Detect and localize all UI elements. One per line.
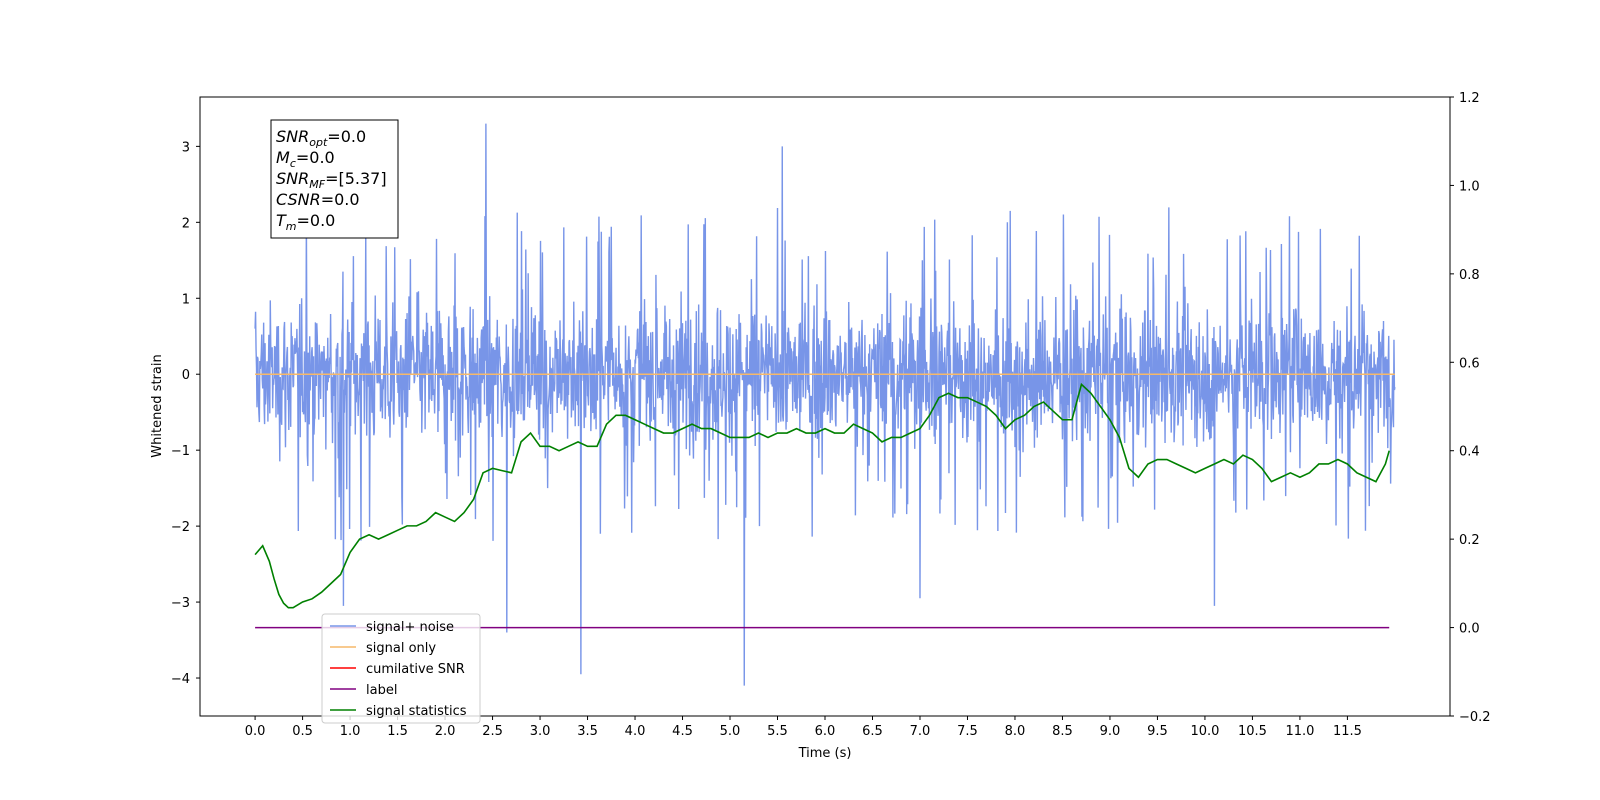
- x-tick-label: 2.0: [435, 724, 456, 739]
- y2-tick-label: 0.0: [1459, 622, 1480, 637]
- y-tick-label: 2: [182, 216, 190, 231]
- y2-tick-label: 0.4: [1459, 445, 1480, 460]
- y2-tick-label: 1.0: [1459, 179, 1480, 194]
- x-tick-label: 8.5: [1052, 724, 1073, 739]
- y-tick-label: −2: [171, 520, 190, 535]
- y-tick-label: −4: [171, 672, 190, 687]
- x-tick-label: 8.0: [1005, 724, 1026, 739]
- legend-label: label: [366, 683, 397, 698]
- y2-tick-label: 0.6: [1459, 356, 1480, 371]
- series-signal-noise-line: [254, 123, 1396, 686]
- x-tick-label: 11.5: [1333, 724, 1362, 739]
- y-axis-right: 1.2 1.0 0.8 0.6 0.4 0.2 0.0 −0.2: [1450, 91, 1491, 725]
- x-tick-label: 7.5: [957, 724, 978, 739]
- legend: signal+ noise signal only cumilative SNR la…: [321, 613, 481, 724]
- x-tick-label: 5.0: [720, 724, 741, 739]
- legend-label: signal only: [366, 641, 436, 656]
- y2-tick-label: 0.2: [1459, 533, 1480, 548]
- x-tick-label: 0.5: [292, 724, 313, 739]
- x-tick-label: 11.0: [1285, 724, 1314, 739]
- info-line: CSNR=0.0: [276, 190, 360, 209]
- info-line: Tm=0.0: [276, 211, 335, 233]
- x-tick-label: 1.0: [340, 724, 361, 739]
- x-tick-label: 9.0: [1100, 724, 1121, 739]
- info-box-frame: [270, 119, 399, 239]
- legend-label: signal statistics: [366, 704, 467, 719]
- x-tick-label: 7.0: [910, 724, 931, 739]
- x-tick-label: 4.5: [672, 724, 693, 739]
- plot-frame: [199, 96, 1451, 717]
- x-axis-label: Time (s): [798, 746, 852, 761]
- x-tick-label: 2.5: [482, 724, 503, 739]
- info-line: SNRopt=0.0: [276, 127, 366, 149]
- y-axis-left: 3 2 1 0 −1 −2 −3 −4: [171, 140, 200, 687]
- x-tick-label: 4.0: [625, 724, 646, 739]
- y2-tick-label: −0.2: [1459, 710, 1491, 725]
- x-tick-label: 1.5: [387, 724, 408, 739]
- x-axis: 0.0 0.5 1.0 1.5 2.0 2.5 3.0 3.5 4.0 4.5 5.0 5.5 6.0 6…: [245, 716, 1362, 739]
- x-tick-label: 10.5: [1238, 724, 1267, 739]
- y-tick-label: 3: [182, 140, 190, 155]
- y-tick-label: −1: [171, 444, 190, 459]
- y2-tick-label: 1.2: [1459, 91, 1480, 106]
- x-tick-label: 3.0: [530, 724, 551, 739]
- x-tick-label: 5.5: [767, 724, 788, 739]
- y2-tick-label: 0.8: [1459, 268, 1480, 283]
- x-tick-label: 6.0: [815, 724, 836, 739]
- y-tick-label: −3: [171, 596, 190, 611]
- legend-frame: [321, 613, 481, 724]
- x-tick-label: 0.0: [245, 724, 266, 739]
- info-line: SNRMF=[5.37]: [276, 169, 387, 191]
- x-tick-label: 6.5: [862, 724, 883, 739]
- x-tick-label: 9.5: [1147, 724, 1168, 739]
- y-tick-label: 1: [182, 292, 190, 307]
- legend-label: signal+ noise: [366, 620, 454, 635]
- info-line: Mc=0.0: [276, 148, 335, 170]
- y-tick-label: 0: [182, 368, 190, 383]
- legend-label: cumilative SNR: [366, 662, 465, 677]
- y-axis-label: Whitened strain: [150, 354, 165, 457]
- series-signal-statistics-line: [254, 382, 1390, 609]
- x-tick-label: 3.5: [577, 724, 598, 739]
- x-tick-label: 10.0: [1190, 724, 1219, 739]
